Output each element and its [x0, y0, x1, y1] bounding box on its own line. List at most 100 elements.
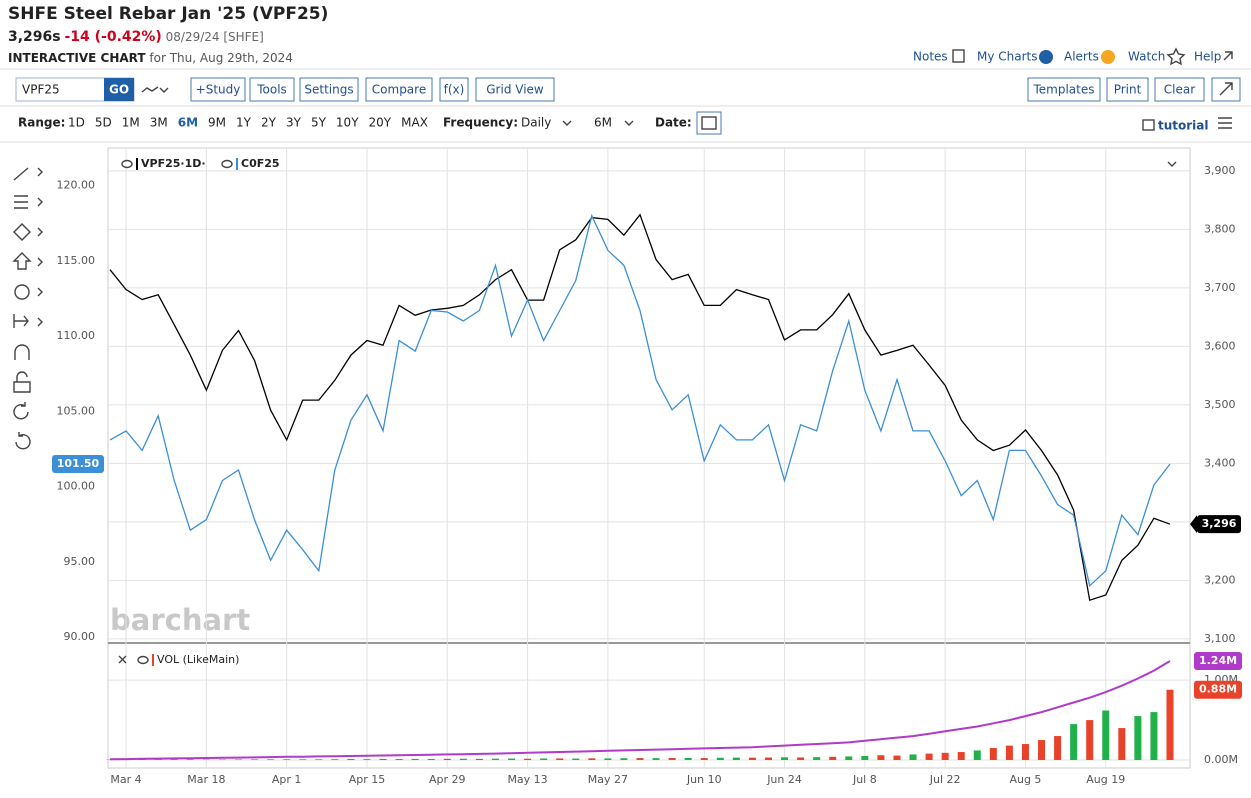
- volume-bar: [652, 758, 660, 761]
- volume-bar: [1102, 710, 1110, 761]
- last-price-label: 101.50: [57, 457, 100, 470]
- volume-bar: [363, 759, 371, 761]
- change: -14 (-0.42%): [64, 29, 161, 45]
- volume-bar: [1166, 689, 1174, 761]
- range-option[interactable]: 10Y: [336, 116, 359, 130]
- volume-bar: [1134, 716, 1142, 761]
- volume-bar: [877, 755, 885, 761]
- legend-swatch: [136, 158, 138, 170]
- eye-icon[interactable]: [121, 159, 133, 169]
- y-tick-label: 0.00M: [1204, 753, 1238, 766]
- x-tick-label: Jun 10: [686, 773, 722, 786]
- range-option[interactable]: 5D: [95, 116, 112, 130]
- top-link[interactable]: Notes: [913, 50, 948, 64]
- legend-label: VPF25·1D·: [141, 157, 206, 170]
- button[interactable]: [299, 77, 359, 102]
- volume-bar: [813, 757, 821, 761]
- tool-line[interactable]: [13, 167, 43, 181]
- range-option[interactable]: 1Y: [236, 116, 252, 130]
- tool-measure[interactable]: [13, 314, 43, 328]
- volume-bar: [491, 758, 499, 761]
- tool-redo[interactable]: [15, 432, 31, 450]
- volume-bar: [829, 756, 837, 761]
- period[interactable]: 6M: [594, 116, 612, 130]
- y-tick-label: 95.00: [64, 555, 96, 568]
- add-icon: [1039, 50, 1053, 64]
- range-option[interactable]: 3Y: [286, 116, 302, 130]
- top-link[interactable]: Watch: [1128, 50, 1165, 64]
- close-icon[interactable]: [118, 655, 127, 664]
- chart-type-icon[interactable]: [141, 86, 169, 93]
- volume-bar: [411, 758, 419, 761]
- volume-bar: [186, 759, 194, 761]
- button[interactable]: [1106, 77, 1149, 102]
- x-tick-label: Aug 5: [1009, 773, 1041, 786]
- button[interactable]: [1027, 77, 1101, 102]
- button[interactable]: [249, 77, 295, 102]
- button[interactable]: [475, 77, 555, 102]
- eye-icon[interactable]: [221, 159, 233, 169]
- tutorial-icon: [1142, 119, 1155, 131]
- go-button[interactable]: [104, 78, 134, 101]
- button[interactable]: [365, 77, 433, 102]
- menu-icon[interactable]: [1218, 117, 1232, 129]
- range-option[interactable]: 20Y: [369, 116, 392, 130]
- tutorial[interactable]: tutorial: [1158, 119, 1209, 133]
- button-label: Print: [1114, 83, 1142, 97]
- x-tick-label: Jul 22: [929, 773, 961, 786]
- y2-tick-label: 3,400: [1204, 456, 1236, 469]
- volume-bar: [636, 758, 644, 761]
- range-list: 1D 5D 1M 3M 6M 9M 1Y 2Y 3Y 5Y 10Y 20Y MAX: [68, 116, 428, 130]
- volume-bar: [427, 758, 435, 761]
- volume-bar: [989, 748, 997, 761]
- tool-lock[interactable]: [13, 371, 31, 393]
- top-link[interactable]: My Charts: [977, 50, 1038, 64]
- range-option[interactable]: 1M: [122, 116, 140, 130]
- range-option[interactable]: 1D: [68, 116, 85, 130]
- button[interactable]: [1154, 77, 1205, 102]
- tool-shape[interactable]: [13, 223, 43, 241]
- volume-bar: [973, 750, 981, 761]
- range-option[interactable]: 9M: [208, 116, 226, 130]
- tool-arrow[interactable]: [12, 252, 43, 270]
- title: SHFE Steel Rebar Jan '25 (VPF25): [8, 4, 328, 24]
- frequency[interactable]: Daily: [521, 116, 551, 130]
- volume-bar: [668, 758, 676, 761]
- tool-fib[interactable]: [14, 195, 43, 209]
- chart-line: INTERACTIVE CHART for Thu, Aug 29th, 202…: [8, 51, 293, 65]
- y2-tick-label: 3,100: [1204, 632, 1236, 645]
- tool-text[interactable]: [14, 284, 30, 300]
- top-link[interactable]: Alerts: [1064, 50, 1099, 64]
- date-button[interactable]: [696, 111, 722, 135]
- legend-swatch: [236, 158, 238, 170]
- range-option[interactable]: 5Y: [311, 116, 327, 130]
- eye-icon[interactable]: [137, 655, 149, 665]
- button-label: Compare: [372, 83, 426, 97]
- volume-bar: [475, 758, 483, 761]
- range-option[interactable]: MAX: [401, 116, 428, 130]
- button[interactable]: [190, 77, 246, 102]
- tool-undo[interactable]: [13, 402, 29, 420]
- y-tick-label: 115.00: [57, 254, 96, 267]
- legend-toggle[interactable]: [1167, 161, 1177, 167]
- top-link[interactable]: Help: [1194, 50, 1221, 64]
- volume-bar: [524, 758, 532, 761]
- range-option[interactable]: 6M: [178, 116, 198, 130]
- button-label: Clear: [1164, 83, 1195, 97]
- volume-bar: [283, 759, 291, 761]
- range-option[interactable]: 3M: [150, 116, 168, 130]
- volume-bar: [797, 757, 805, 761]
- button[interactable]: [439, 77, 469, 102]
- quote-line: 3,296s -14 (-0.42%) 08/29/24 [SHFE]: [8, 29, 264, 45]
- date-label: Date:: [655, 116, 692, 130]
- x-tick-label: Aug 19: [1086, 773, 1125, 786]
- x-tick-label: May 27: [588, 773, 628, 786]
- y2-tick-label: 3,900: [1204, 164, 1236, 177]
- volume-line-label-box: [1194, 651, 1242, 670]
- last-price-label: 3,296: [1202, 517, 1237, 530]
- range-label: Range:: [18, 116, 65, 130]
- volume-bar: [267, 759, 275, 761]
- range-option[interactable]: 2Y: [261, 116, 277, 130]
- tool-magnet[interactable]: [14, 344, 30, 360]
- x-tick-label: Jun 24: [766, 773, 802, 786]
